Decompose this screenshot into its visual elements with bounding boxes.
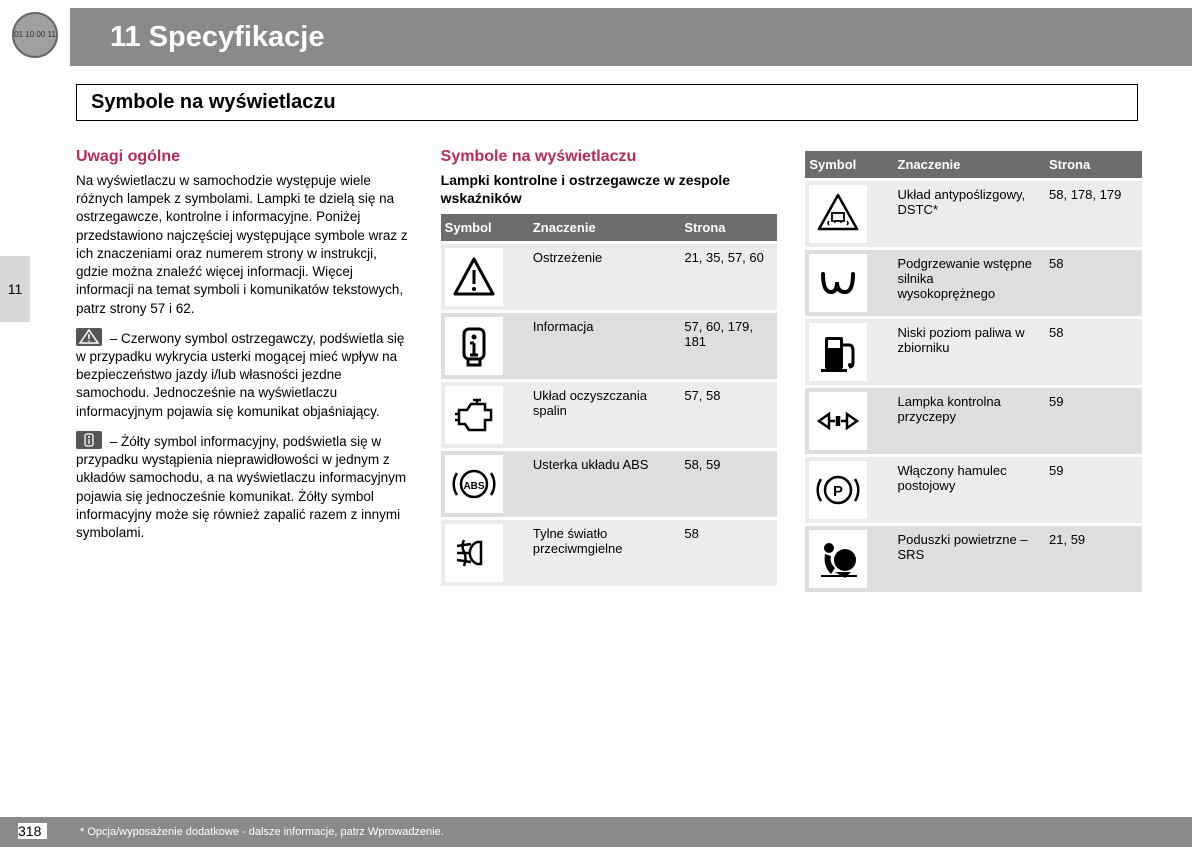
symbol-cell xyxy=(441,244,525,310)
footer-bar: * Opcja/wyposażenie dodatkowe - dalsze i… xyxy=(0,817,1192,847)
page-cell: 58 xyxy=(1041,250,1142,316)
th-meaning: Znaczenie xyxy=(890,151,1042,178)
th-page: Strona xyxy=(1041,151,1142,178)
airbag-icon xyxy=(809,530,867,588)
th-page: Strona xyxy=(676,214,777,241)
page-cell: 21, 35, 57, 60 xyxy=(676,244,777,310)
general-notes-para3: – Żółty symbol informacyjny, podświetla … xyxy=(76,431,413,542)
meaning-cell: Poduszki powietrzne – SRS xyxy=(890,526,1042,592)
svg-text:P: P xyxy=(833,483,843,500)
trailer-icon xyxy=(809,392,867,450)
table-row: Układ antypoślizgowy, DSTC*58, 178, 179 xyxy=(805,181,1142,247)
abs-icon: ABS xyxy=(445,455,503,513)
symbol-cell: ABS xyxy=(441,451,525,517)
page-cell: 58, 178, 179 xyxy=(1041,181,1142,247)
table-row: Niski poziom paliwa w zbiorniku58 xyxy=(805,319,1142,385)
svg-text:ABS: ABS xyxy=(463,481,484,492)
table-row: Ostrzeżenie21, 35, 57, 60 xyxy=(441,244,778,310)
symbol-cell xyxy=(805,319,889,385)
engine-icon xyxy=(445,386,503,444)
th-symbol: Symbol xyxy=(441,214,525,241)
symbol-cell xyxy=(441,313,525,379)
page-cell: 57, 58 xyxy=(676,382,777,448)
symbol-cell xyxy=(805,250,889,316)
page-number: 318 xyxy=(18,823,47,839)
general-notes-para2: – Czerwony symbol ostrzegawczy, podświet… xyxy=(76,328,413,421)
meaning-cell: Informacja xyxy=(525,313,677,379)
table-row: Poduszki powietrzne – SRS21, 59 xyxy=(805,526,1142,592)
symbols-subheading: Lampki kontrolne i ostrzegawcze w zespol… xyxy=(441,172,778,207)
column-symbols-table-1: Symbole na wyświetlaczu Lampki kontrolne… xyxy=(441,148,778,595)
section-title: Symbole na wyświetlaczu xyxy=(91,91,336,113)
chapter-header: 11 Specyfikacje xyxy=(70,8,1192,66)
meaning-cell: Niski poziom paliwa w zbiorniku xyxy=(890,319,1042,385)
general-notes-para1: Na wyświetlaczu w samochodzie występuje … xyxy=(76,172,413,318)
meaning-cell: Lampka kontrolna przyczepy xyxy=(890,388,1042,454)
symbol-cell: P xyxy=(805,457,889,523)
symbol-cell xyxy=(805,181,889,247)
meaning-cell: Włączony hamulec postojowy xyxy=(890,457,1042,523)
table-row: ABS Usterka układu ABS58, 59 xyxy=(441,451,778,517)
warning-icon-inline xyxy=(76,328,102,346)
chapter-title: 11 Specyfikacje xyxy=(110,21,324,54)
meaning-cell: Układ oczyszczania spalin xyxy=(525,382,677,448)
page-cell: 21, 59 xyxy=(1041,526,1142,592)
page-cell: 58, 59 xyxy=(676,451,777,517)
meaning-cell: Ostrzeżenie xyxy=(525,244,677,310)
table-row: Informacja57, 60, 179, 181 xyxy=(441,313,778,379)
table-row: Lampka kontrolna przyczepy59 xyxy=(805,388,1142,454)
info-icon xyxy=(445,317,503,375)
general-notes-heading: Uwagi ogólne xyxy=(76,148,413,166)
symbol-cell xyxy=(441,382,525,448)
symbol-cell xyxy=(805,526,889,592)
symbols-table-1: Symbol Znaczenie Strona Ostrzeżenie21, 3… xyxy=(441,211,778,589)
th-symbol: Symbol xyxy=(805,151,889,178)
page-cell: 58 xyxy=(1041,319,1142,385)
fuel-icon xyxy=(809,323,867,381)
page-cell: 59 xyxy=(1041,457,1142,523)
table-row: Podgrzewanie wstępne silnika wysokoprężn… xyxy=(805,250,1142,316)
dstc-icon xyxy=(809,185,867,243)
meaning-cell: Tylne światło przeciwmgielne xyxy=(525,520,677,586)
symbols-table-2: Symbol Znaczenie Strona Układ antypośliz… xyxy=(805,148,1142,595)
fog-icon xyxy=(445,524,503,582)
glow-icon xyxy=(809,254,867,312)
meaning-cell: Podgrzewanie wstępne silnika wysokoprężn… xyxy=(890,250,1042,316)
parking-icon: P xyxy=(809,461,867,519)
chapter-tab: 11 xyxy=(0,256,30,322)
column-symbols-table-2: Symbol Znaczenie Strona Układ antypośliz… xyxy=(805,148,1142,595)
meaning-cell: Układ antypoślizgowy, DSTC* xyxy=(890,181,1042,247)
table-row: P Włączony hamulec postojowy59 xyxy=(805,457,1142,523)
section-heading-box: Symbole na wyświetlaczu xyxy=(76,84,1138,121)
symbol-cell xyxy=(805,388,889,454)
symbol-cell xyxy=(441,520,525,586)
meaning-cell: Usterka układu ABS xyxy=(525,451,677,517)
page-cell: 58 xyxy=(676,520,777,586)
page-cell: 59 xyxy=(1041,388,1142,454)
warning-icon xyxy=(445,248,503,306)
footer-note: * Opcja/wyposażenie dodatkowe - dalsze i… xyxy=(80,826,444,838)
symbols-heading: Symbole na wyświetlaczu xyxy=(441,148,778,166)
info-icon-inline xyxy=(76,431,102,449)
page-cell: 57, 60, 179, 181 xyxy=(676,313,777,379)
brand-badge: 01 10 00 11 xyxy=(12,12,58,58)
column-general-notes: Uwagi ogólne Na wyświetlaczu w samochodz… xyxy=(76,148,413,595)
table-row: Tylne światło przeciwmgielne58 xyxy=(441,520,778,586)
table-row: Układ oczyszczania spalin57, 58 xyxy=(441,382,778,448)
th-meaning: Znaczenie xyxy=(525,214,677,241)
